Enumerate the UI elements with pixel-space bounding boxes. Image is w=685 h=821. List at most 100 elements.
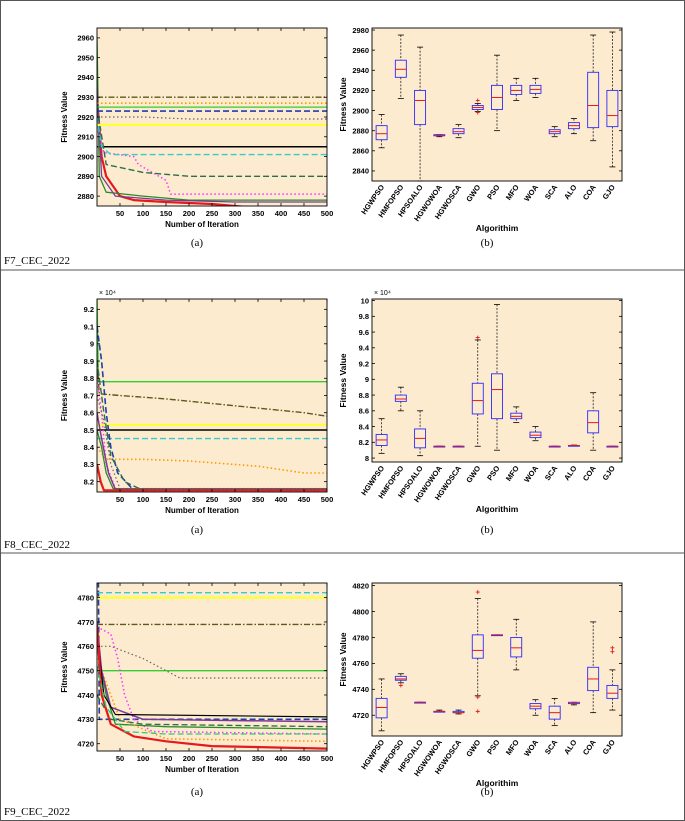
series-line-6 bbox=[97, 645, 327, 679]
outlier-marker bbox=[475, 695, 480, 700]
y-tick-label: 2840 bbox=[352, 167, 369, 176]
plot-area bbox=[372, 28, 622, 181]
x-tick-label: 150 bbox=[160, 209, 173, 218]
box-gjo bbox=[606, 31, 619, 168]
box-hgwosca bbox=[452, 124, 465, 139]
iqr-box bbox=[394, 59, 407, 78]
x-axis-label: Algorithim bbox=[476, 223, 519, 233]
iqr-box bbox=[606, 684, 619, 699]
plot-border bbox=[371, 582, 623, 737]
box-gjo bbox=[606, 645, 619, 711]
box-mfo bbox=[510, 618, 523, 671]
x-tick-label: 250 bbox=[206, 495, 219, 504]
box-mfo bbox=[510, 77, 523, 101]
category-label: GWO bbox=[464, 183, 482, 204]
category-label: PSO bbox=[485, 183, 502, 201]
y-tick-label: 10 bbox=[361, 296, 369, 305]
y-tick-label: 2910 bbox=[77, 133, 94, 142]
outlier-marker bbox=[610, 645, 615, 650]
x-tick-label: 200 bbox=[183, 495, 196, 504]
box-gwo bbox=[471, 335, 484, 447]
y-tick-label: 4770 bbox=[77, 618, 94, 627]
iqr-box bbox=[510, 637, 523, 658]
category-label: SCA bbox=[543, 464, 560, 483]
x-tick-label: 50 bbox=[116, 495, 124, 504]
category-label: WOA bbox=[522, 183, 540, 204]
y-tick-label: 2880 bbox=[77, 192, 94, 201]
box-woa bbox=[529, 426, 542, 442]
y-tick-label: 8.5 bbox=[84, 426, 94, 435]
box-pso bbox=[491, 304, 503, 451]
series-line-6 bbox=[97, 116, 327, 156]
box-coa bbox=[587, 34, 600, 142]
x-axis-label: Number of Iteration bbox=[165, 220, 239, 229]
x-tick-label: 100 bbox=[137, 209, 150, 218]
x-tick-label: 200 bbox=[183, 209, 196, 218]
category-label: PSO bbox=[485, 738, 502, 756]
y-axis-label: Fitness Value bbox=[60, 641, 69, 693]
category-label: COA bbox=[581, 183, 598, 202]
box-sca bbox=[548, 126, 561, 138]
y-tick-label: 8.9 bbox=[84, 357, 94, 366]
y-tick-label: 4750 bbox=[77, 666, 94, 675]
box-hgwpso bbox=[375, 418, 388, 454]
category-label: ALO bbox=[562, 738, 579, 756]
box-gwo bbox=[471, 98, 484, 115]
box-sca bbox=[548, 697, 561, 727]
box-mfo bbox=[510, 406, 523, 424]
x-tick-label: 450 bbox=[298, 495, 311, 504]
box-hgwowoa bbox=[433, 134, 446, 138]
x-tick-label: 500 bbox=[321, 209, 334, 218]
y-axis-label: Fitness Value bbox=[60, 369, 69, 421]
y-tick-label: 8.8 bbox=[84, 374, 94, 383]
y-tick-label: 4780 bbox=[352, 633, 369, 642]
outlier-marker bbox=[475, 709, 480, 714]
y-tick-label: 4740 bbox=[352, 685, 369, 694]
x-tick-label: 300 bbox=[229, 495, 242, 504]
box-woa bbox=[529, 699, 542, 716]
iqr-box bbox=[375, 697, 388, 719]
category-label: SCA bbox=[543, 183, 560, 202]
category-label: WOA bbox=[522, 464, 540, 485]
y-tick-label: 2860 bbox=[352, 147, 369, 156]
y-tick-label: 8.6 bbox=[84, 409, 94, 418]
y-tick-label: 9.2 bbox=[359, 359, 369, 368]
series-line-13 bbox=[97, 116, 327, 120]
category-label: COA bbox=[581, 738, 598, 757]
subcaption-b: (b) bbox=[481, 786, 494, 798]
series-line-7 bbox=[97, 106, 327, 177]
row-label: F9_CEC_2022 bbox=[4, 806, 70, 818]
box-hgwosca bbox=[452, 709, 465, 715]
y-tick-label: 9.1 bbox=[84, 322, 94, 331]
y-tick-label: 8.6 bbox=[359, 407, 369, 416]
outlier-marker bbox=[398, 683, 403, 688]
y-tick-label: 2890 bbox=[77, 172, 94, 181]
row-label: F7_CEC_2022 bbox=[4, 255, 70, 267]
row-1: F7_CEC_202228802890290029102920293029402… bbox=[4, 26, 623, 267]
subcaption-a: (a) bbox=[191, 524, 204, 536]
x-tick-label: 300 bbox=[229, 754, 242, 763]
box-hpsoalo bbox=[414, 701, 427, 704]
iqr-box bbox=[510, 84, 523, 95]
box-hpsoalo bbox=[414, 410, 427, 457]
x-axis-label: Algorithim bbox=[476, 504, 519, 514]
y-tick-label: 2880 bbox=[352, 126, 369, 135]
series-line-12 bbox=[97, 464, 327, 492]
box-hmfopso bbox=[394, 673, 407, 688]
box-alo bbox=[567, 118, 580, 135]
y-tick-label: 2920 bbox=[352, 86, 369, 95]
y-exponent: × 10⁴ bbox=[374, 290, 391, 297]
box-hgwowoa bbox=[433, 709, 446, 713]
outlier-marker bbox=[475, 98, 480, 103]
y-exponent: × 10⁴ bbox=[99, 290, 116, 297]
iqr-box bbox=[471, 634, 484, 659]
box-coa bbox=[587, 392, 600, 451]
box-pso bbox=[491, 634, 503, 637]
row-2: F8_CEC_2022 8.2 8.3 8.4 8.5 8.6 8.7 8.8 8.9 9 9.1 9… bbox=[4, 290, 623, 551]
series-line-5 bbox=[97, 126, 327, 195]
box-woa bbox=[529, 77, 542, 98]
y-tick-label: 4720 bbox=[77, 739, 94, 748]
series-line-12 bbox=[97, 694, 327, 728]
